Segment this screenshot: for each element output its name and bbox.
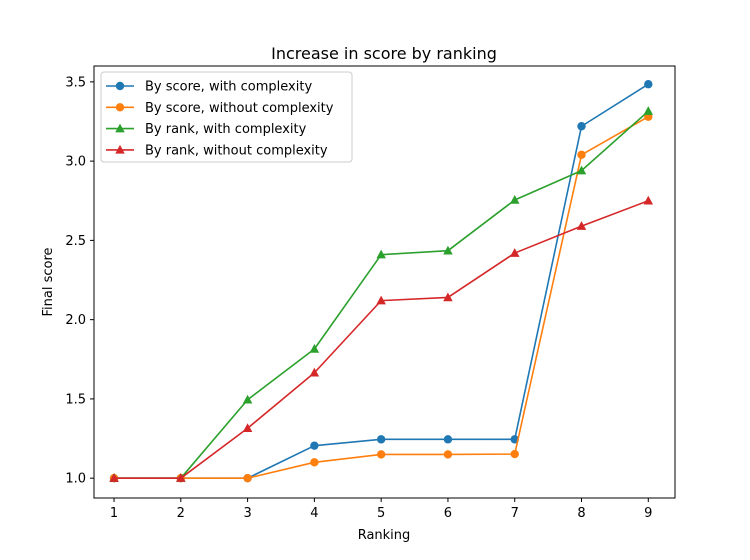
data-point bbox=[509, 194, 520, 204]
data-point bbox=[376, 450, 386, 459]
data-point bbox=[577, 150, 586, 159]
x-tick-label: 3 bbox=[243, 506, 251, 521]
x-tick-label: 8 bbox=[577, 506, 585, 521]
x-tick-label: 4 bbox=[310, 506, 318, 521]
data-point bbox=[443, 435, 453, 444]
y-tick-label: 1.5 bbox=[65, 392, 86, 407]
series-3 bbox=[109, 195, 654, 482]
data-point bbox=[443, 292, 453, 302]
y-tick-label: 2.0 bbox=[65, 313, 86, 328]
legend-marker bbox=[115, 81, 125, 91]
data-point bbox=[242, 394, 253, 404]
data-point bbox=[309, 343, 320, 353]
legend-item: By score, without complexity bbox=[106, 101, 334, 116]
legend-item: By rank, with complexity bbox=[106, 122, 307, 137]
data-point bbox=[443, 450, 453, 459]
legend: By score, with complexity By score, witho… bbox=[100, 71, 353, 163]
data-point bbox=[310, 458, 319, 467]
plot-frame bbox=[93, 65, 676, 499]
x-axis: 1 2 3 4 5 6 7 8 9 bbox=[110, 498, 652, 521]
legend-label: By rank, without complexity bbox=[145, 143, 328, 158]
data-point bbox=[242, 423, 253, 432]
x-tick-label: 1 bbox=[110, 506, 118, 521]
data-point bbox=[643, 195, 654, 205]
x-tick-label: 9 bbox=[644, 506, 652, 521]
data-point bbox=[443, 245, 453, 255]
legend-marker bbox=[115, 144, 125, 154]
x-tick-label: 6 bbox=[444, 506, 452, 521]
x-tick-label: 7 bbox=[511, 506, 519, 521]
x-tick-label: 2 bbox=[177, 506, 185, 521]
legend-label: By score, without complexity bbox=[145, 101, 334, 116]
data-point bbox=[109, 473, 119, 482]
legend-label: By rank, with complexity bbox=[145, 122, 307, 137]
chart-title: Increase in score by ranking bbox=[271, 44, 497, 63]
data-point bbox=[576, 221, 587, 230]
data-point bbox=[644, 80, 653, 89]
data-point bbox=[376, 295, 386, 305]
x-axis-label: Ranking bbox=[358, 528, 411, 543]
series-line bbox=[114, 110, 649, 479]
data-point bbox=[577, 122, 586, 131]
y-tick-label: 2.5 bbox=[65, 234, 86, 249]
legend-item: By score, with complexity bbox=[106, 80, 312, 95]
legend-box bbox=[100, 71, 353, 163]
data-point bbox=[509, 248, 520, 257]
data-point bbox=[243, 473, 252, 483]
data-point bbox=[576, 165, 587, 175]
legend-marker bbox=[115, 103, 125, 112]
y-tick-label: 3.0 bbox=[65, 155, 86, 170]
y-axis: 1.0 1.5 2.0 2.5 3.0 3.5 bbox=[65, 75, 94, 487]
legend-marker bbox=[115, 123, 125, 133]
series-2 bbox=[109, 106, 654, 482]
y-tick-label: 1.0 bbox=[65, 472, 86, 487]
data-point bbox=[376, 435, 386, 444]
data-point bbox=[309, 367, 320, 377]
legend-label: By score, with complexity bbox=[145, 80, 312, 95]
data-point bbox=[510, 449, 519, 459]
series-layer bbox=[109, 80, 654, 483]
data-point bbox=[310, 441, 319, 450]
y-axis-label: Final score bbox=[41, 247, 56, 316]
data-point bbox=[176, 473, 186, 482]
y-tick-label: 3.5 bbox=[65, 75, 86, 90]
data-point bbox=[643, 106, 654, 115]
legend-item: By rank, without complexity bbox=[106, 143, 328, 158]
x-tick-label: 5 bbox=[377, 506, 385, 521]
data-point bbox=[376, 249, 386, 259]
